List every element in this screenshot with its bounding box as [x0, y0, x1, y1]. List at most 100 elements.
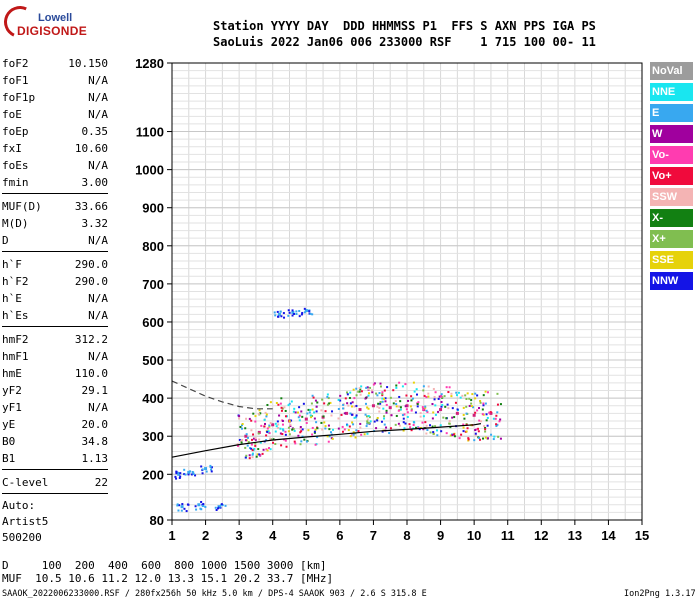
- echo-dot: [433, 398, 436, 401]
- echo-dot: [191, 470, 194, 473]
- legend-item: NNE: [650, 83, 693, 101]
- echo-dot: [359, 388, 362, 391]
- data-point: [177, 472, 181, 476]
- echo-dot: [291, 428, 294, 431]
- echo-dot: [379, 382, 382, 385]
- auto-label: Auto:: [2, 499, 36, 512]
- echo-dot: [263, 425, 266, 428]
- echo-dot: [405, 394, 408, 397]
- param-name: foF1: [2, 74, 29, 87]
- echo-dot: [447, 391, 450, 394]
- echo-dot: [414, 411, 417, 414]
- echo-dot: [341, 425, 344, 428]
- echo-dot: [450, 395, 453, 398]
- param-row: C-level 22: [2, 474, 108, 491]
- data-point: [345, 411, 349, 415]
- echo-dot: [410, 395, 413, 398]
- divider: [2, 326, 108, 327]
- echo-dot: [308, 310, 311, 313]
- echo-dot: [261, 452, 264, 455]
- y-tick-label: 1000: [135, 163, 164, 178]
- echo-dot: [326, 395, 329, 398]
- echo-dot: [486, 424, 489, 427]
- echo-dot: [447, 407, 450, 410]
- echo-dot: [257, 412, 260, 415]
- chart-grid: [171, 62, 643, 521]
- echo-dot: [254, 415, 257, 418]
- echo-dot: [451, 433, 454, 436]
- echo-dot: [464, 394, 467, 397]
- echo-dot: [378, 410, 381, 413]
- echo-dot: [300, 430, 303, 433]
- echo-dot: [327, 440, 330, 443]
- param-name: foE: [2, 108, 22, 121]
- x-tick-label: 3: [236, 528, 243, 543]
- echo-dot: [184, 473, 187, 476]
- data-point: [304, 417, 308, 421]
- echo-dot: [427, 395, 430, 398]
- param-row: fmin 3.00: [2, 174, 108, 191]
- echo-dot: [355, 416, 358, 419]
- echo-dot: [417, 426, 420, 429]
- y-tick-label: 300: [142, 429, 164, 444]
- echo-dot: [429, 431, 432, 434]
- echo-dot: [311, 426, 314, 429]
- echo-dot: [285, 415, 288, 418]
- echo-dot: [474, 429, 477, 432]
- echo-dot: [183, 468, 186, 471]
- echo-dot: [381, 400, 384, 403]
- echo-dot: [295, 310, 298, 313]
- echo-dot: [479, 399, 482, 402]
- echo-dot: [479, 438, 482, 441]
- echo-dot: [254, 438, 257, 441]
- param-value: N/A: [88, 91, 108, 104]
- echo-dot: [368, 416, 371, 419]
- echo-dot: [413, 421, 416, 424]
- echo-dot: [367, 386, 370, 389]
- echo-dot: [368, 422, 371, 425]
- echo-dot: [300, 313, 303, 316]
- echo-dot: [432, 432, 435, 435]
- echo-dot: [401, 414, 404, 417]
- echo-dot: [497, 435, 500, 438]
- param-name: h`E: [2, 292, 22, 305]
- echo-dot: [410, 408, 413, 411]
- echo-dot: [484, 390, 487, 393]
- echo-dot: [360, 390, 363, 393]
- echo-dot: [434, 404, 437, 407]
- echo-dot: [244, 439, 247, 442]
- echo-dot: [291, 309, 294, 312]
- x-tick-label: 10: [467, 528, 481, 543]
- echo-dot: [346, 391, 349, 394]
- echo-dot: [353, 397, 356, 400]
- divider: [2, 469, 108, 470]
- echo-dot: [249, 447, 252, 450]
- echo-dot: [459, 396, 462, 399]
- echo-dot: [183, 507, 186, 510]
- echo-dot: [446, 403, 449, 406]
- echo-dot: [299, 425, 302, 428]
- echo-dot: [306, 412, 309, 415]
- data-point: [439, 408, 443, 412]
- param-group-1: foF2 10.150 foF1 N/A foF1p N/A foE N/A foEp 0.35 f…: [2, 55, 108, 191]
- param-group-2: MUF(D) 33.66 M(D) 3.32 D N/A: [2, 198, 108, 249]
- echo-dot: [484, 436, 487, 439]
- echo-dot: [359, 422, 362, 425]
- echo-dot: [303, 438, 306, 441]
- echo-dot: [281, 433, 284, 436]
- echo-dot: [377, 402, 380, 405]
- echo-dot: [263, 418, 266, 421]
- echo-dot: [412, 381, 415, 384]
- echo-dot: [254, 437, 257, 440]
- echo-dot: [394, 423, 397, 426]
- echo-dot: [267, 430, 270, 433]
- echo-dot: [331, 437, 334, 440]
- echo-dot: [244, 427, 247, 430]
- echo-dot: [383, 389, 386, 392]
- y-tick-label: 700: [142, 277, 164, 292]
- echo-dot: [236, 443, 239, 446]
- echo-dot: [381, 394, 384, 397]
- x-tick-label: 14: [601, 528, 616, 543]
- echo-dot: [293, 440, 296, 443]
- echo-dot: [484, 426, 487, 429]
